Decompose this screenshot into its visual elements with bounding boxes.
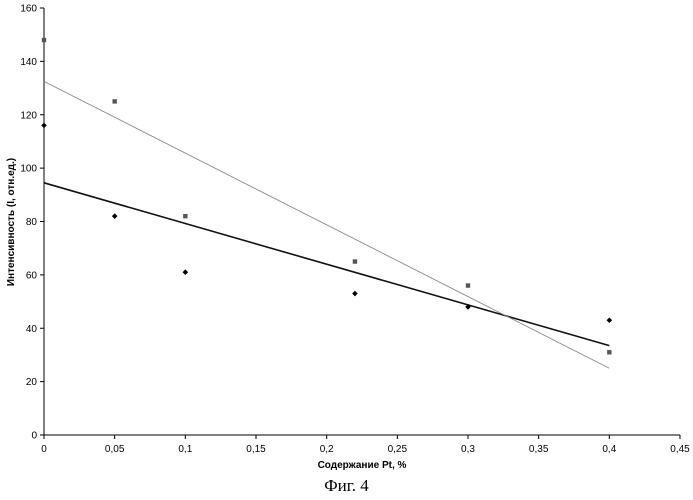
x-tick-label: 0,25 <box>388 444 408 455</box>
y-tick-label: 40 <box>26 324 38 335</box>
data-point-diamond <box>183 269 189 275</box>
y-tick-label: 80 <box>26 217 38 228</box>
y-tick-label: 140 <box>20 57 37 68</box>
x-axis-title: Содержание Pt, % <box>318 460 407 471</box>
x-tick-label: 0,1 <box>178 444 192 455</box>
y-tick-label: 100 <box>20 164 37 175</box>
data-point-square <box>183 214 187 218</box>
x-tick-label: 0,3 <box>461 444 475 455</box>
chart: 0 20 40 60 80 100 120 140 160 0 0,05 0,1 0,15 0,2 0,2… <box>0 0 693 475</box>
trendlines <box>44 81 609 368</box>
x-tick-label: 0,2 <box>320 444 334 455</box>
y-tick-label: 60 <box>26 270 38 281</box>
data-point-square <box>466 283 470 287</box>
x-tick-label: 0,45 <box>670 444 690 455</box>
x-tick-label: 0,35 <box>529 444 549 455</box>
trendline-series-2 <box>44 81 609 368</box>
x-tick-label: 0,4 <box>602 444 616 455</box>
data-point-square <box>353 259 357 263</box>
data-point-diamond <box>112 213 118 219</box>
y-tick-label: 0 <box>31 431 37 442</box>
data-point-square <box>42 38 46 42</box>
x-tick-label: 0 <box>41 444 47 455</box>
data-points <box>41 38 612 355</box>
y-axis-title: Интенсивность (I, отн.ед.) <box>6 158 17 286</box>
data-point-diamond <box>41 123 47 129</box>
axes <box>40 8 680 439</box>
data-point-diamond <box>352 291 358 297</box>
data-point-square <box>607 350 611 354</box>
x-tick-labels: 0 0,05 0,1 0,15 0,2 0,25 0,3 0,35 0,4 0,45 <box>41 444 690 455</box>
y-tick-label: 160 <box>20 4 37 15</box>
y-tick-label: 120 <box>20 110 37 121</box>
data-point-diamond <box>607 317 613 323</box>
y-tick-labels: 0 20 40 60 80 100 120 140 160 <box>20 4 37 442</box>
x-tick-label: 0,05 <box>105 444 125 455</box>
x-tick-label: 0,15 <box>246 444 266 455</box>
data-point-square <box>112 99 116 103</box>
trendline-series-1 <box>44 183 609 346</box>
y-tick-label: 20 <box>26 377 38 388</box>
figure-caption: Фиг. 4 <box>0 476 693 496</box>
